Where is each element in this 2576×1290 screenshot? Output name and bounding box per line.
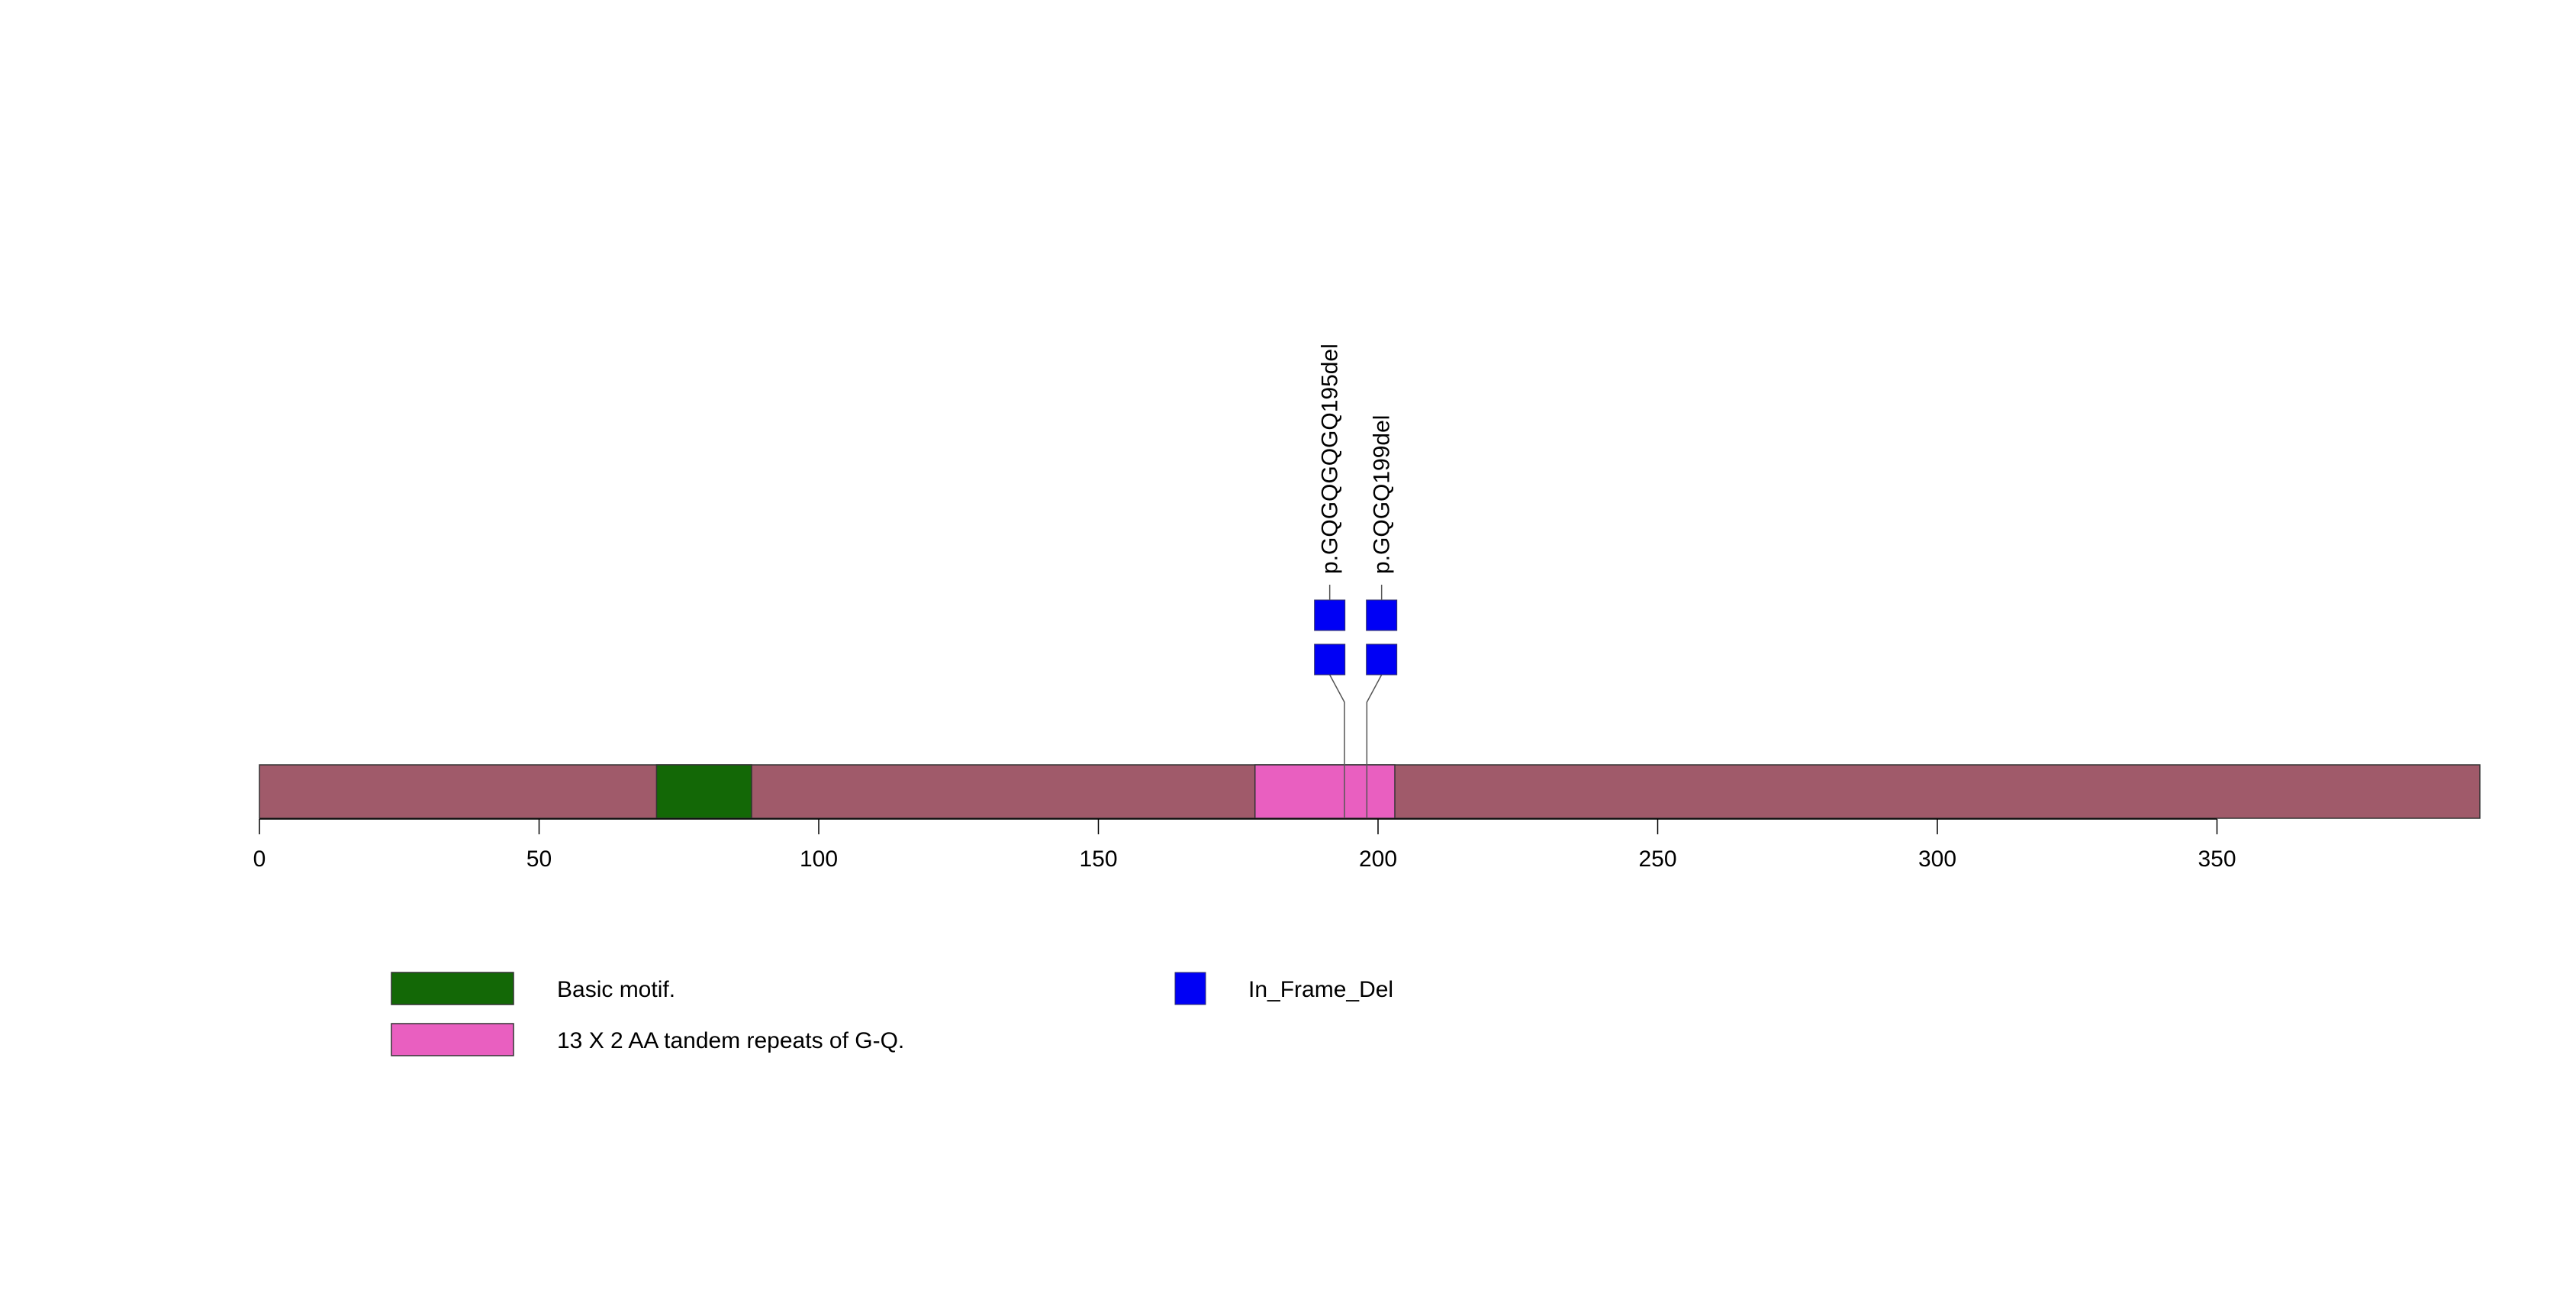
legend-swatch-mutation-1: [1174, 972, 1206, 1005]
domain-1: [655, 764, 752, 819]
legend-label-domain-1: Basic motif.: [557, 977, 675, 1002]
domain-2: [1254, 764, 1396, 819]
legend-label-domain-2: 13 X 2 AA tandem repeats of G-Q.: [557, 1028, 904, 1053]
x-tick-label-100: 100: [800, 847, 838, 872]
x-tick-label-50: 50: [526, 847, 552, 872]
legend-label-mutation-1: In_Frame_Del: [1248, 977, 1393, 1002]
x-tick-label-350: 350: [2198, 847, 2236, 872]
mutation-layer: p.GQGQGQGQ195del p.GQGQ199del: [1314, 343, 1398, 818]
x-axis: 0 50 100 150 200 250 300 350: [253, 818, 2236, 872]
legend-swatch-domain-2: [391, 1023, 514, 1056]
mutation-1-label: p.GQGQGQGQ195del: [1318, 343, 1343, 574]
mutation-2-marker-1: [1366, 643, 1398, 676]
legend-swatch-domain-1: [391, 972, 514, 1005]
x-tick-label-300: 300: [1918, 847, 1956, 872]
mutation-2-marker-2: [1366, 599, 1398, 631]
legend: Basic motif. 13 X 2 AA tandem repeats of …: [391, 972, 1393, 1056]
domain-layer: [655, 764, 1396, 819]
x-tick-label-0: 0: [253, 847, 266, 872]
x-tick-label-250: 250: [1638, 847, 1676, 872]
mutation-1-stem: [1329, 674, 1345, 818]
mutation-1-marker-1: [1314, 643, 1346, 676]
mutation-2-label: p.GQGQ199del: [1370, 415, 1395, 574]
mutation-2-stem: [1366, 674, 1383, 818]
x-tick-label-200: 200: [1359, 847, 1397, 872]
mutation-1-marker-2: [1314, 599, 1346, 631]
x-tick-label-150: 150: [1079, 847, 1117, 872]
